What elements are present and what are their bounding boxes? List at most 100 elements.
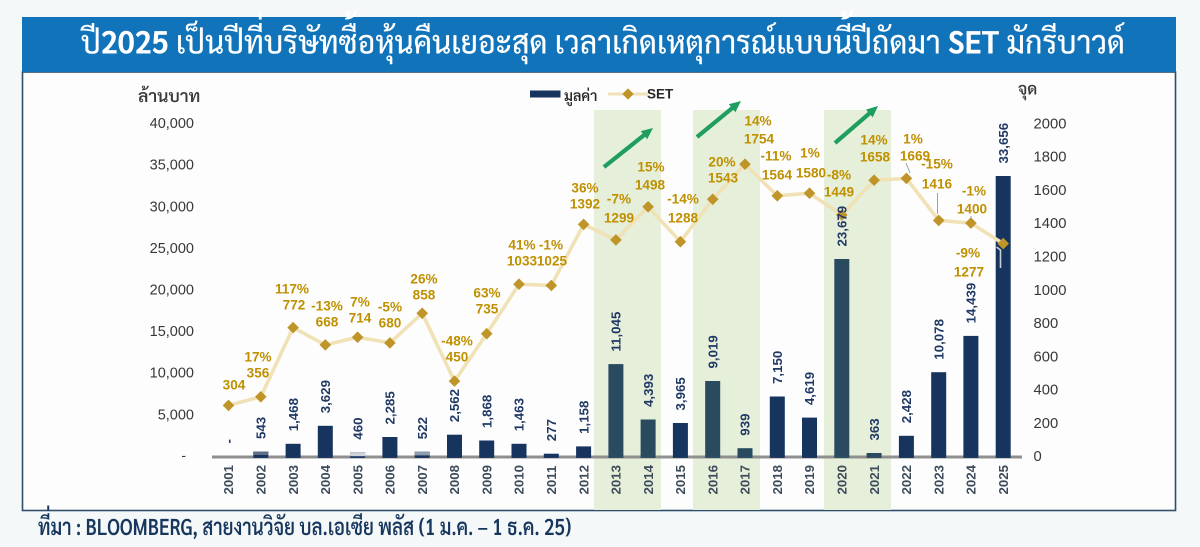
svg-text:1392: 1392 [570, 197, 601, 212]
svg-text:1%: 1% [903, 132, 923, 147]
svg-text:17%: 17% [244, 350, 271, 365]
svg-text:14,439: 14,439 [964, 283, 979, 324]
svg-text:-15%: -15% [921, 157, 953, 172]
svg-text:2003: 2003 [286, 465, 301, 495]
svg-text:-14%: -14% [667, 192, 699, 207]
svg-text:2010: 2010 [512, 465, 527, 495]
svg-text:2000: 2000 [1034, 116, 1067, 132]
svg-text:1800: 1800 [1034, 150, 1067, 166]
svg-text:2022: 2022 [899, 465, 914, 495]
svg-text:10,078: 10,078 [931, 319, 946, 360]
svg-text:-13%: -13% [311, 299, 343, 314]
svg-text:7%: 7% [350, 295, 370, 310]
svg-text:33,656: 33,656 [996, 123, 1011, 164]
svg-text:15,000: 15,000 [150, 324, 194, 340]
svg-text:304: 304 [223, 378, 246, 393]
svg-text:10,000: 10,000 [150, 366, 194, 382]
svg-text:1498: 1498 [635, 178, 666, 193]
svg-text:2019: 2019 [802, 465, 817, 495]
svg-text:1033: 1033 [507, 254, 538, 269]
svg-text:356: 356 [247, 366, 270, 381]
svg-text:1600: 1600 [1034, 183, 1067, 199]
svg-text:1,463: 1,463 [512, 398, 527, 431]
svg-text:2,562: 2,562 [447, 389, 462, 422]
svg-text:36%: 36% [571, 181, 598, 196]
svg-text:-: - [181, 447, 186, 463]
svg-text:714: 714 [349, 311, 372, 326]
svg-text:2006: 2006 [383, 465, 398, 495]
svg-text:400: 400 [1034, 383, 1059, 399]
svg-text:-11%: -11% [761, 149, 792, 164]
svg-text:7,150: 7,150 [770, 351, 785, 384]
svg-text:14%: 14% [744, 114, 771, 129]
svg-text:2007: 2007 [415, 465, 430, 495]
svg-text:2016: 2016 [705, 465, 720, 495]
svg-text:800: 800 [1034, 316, 1059, 332]
svg-text:2002: 2002 [253, 465, 268, 495]
svg-text:63%: 63% [473, 286, 500, 301]
svg-text:735: 735 [476, 302, 499, 317]
svg-text:3,629: 3,629 [318, 380, 333, 413]
svg-text:939: 939 [738, 414, 753, 436]
svg-text:SET: SET [647, 87, 674, 102]
svg-text:600: 600 [1034, 349, 1059, 365]
svg-text:1288: 1288 [668, 211, 699, 226]
svg-text:2001: 2001 [221, 464, 236, 494]
svg-text:1416: 1416 [922, 177, 953, 192]
svg-text:40,000: 40,000 [150, 116, 194, 132]
svg-text:9,019: 9,019 [705, 335, 720, 368]
svg-text:543: 543 [253, 417, 268, 439]
svg-text:522: 522 [415, 417, 430, 439]
svg-text:2008: 2008 [447, 465, 462, 495]
svg-text:35,000: 35,000 [150, 158, 194, 174]
svg-text:15%: 15% [637, 160, 664, 175]
svg-text:1,468: 1,468 [286, 398, 301, 431]
svg-text:2018: 2018 [770, 465, 785, 495]
svg-text:0: 0 [1034, 449, 1042, 465]
svg-text:1200: 1200 [1034, 250, 1067, 266]
svg-text:2009: 2009 [479, 465, 494, 495]
svg-text:-9%: -9% [956, 246, 980, 261]
svg-text:41%: 41% [508, 238, 535, 253]
svg-text:450: 450 [446, 350, 469, 365]
svg-text:-: - [221, 439, 236, 443]
svg-text:5,000: 5,000 [158, 407, 194, 423]
svg-text:2011: 2011 [544, 465, 559, 494]
svg-text:1,158: 1,158 [576, 401, 591, 434]
svg-text:2023: 2023 [931, 465, 946, 495]
svg-text:1,868: 1,868 [479, 395, 494, 428]
svg-text:-8%: -8% [827, 168, 851, 183]
svg-text:-48%: -48% [441, 334, 473, 349]
svg-text:11,045: 11,045 [609, 311, 624, 352]
svg-text:2014: 2014 [641, 464, 656, 494]
svg-text:1543: 1543 [708, 171, 739, 186]
svg-text:858: 858 [413, 288, 436, 303]
svg-text:14%: 14% [860, 133, 887, 148]
svg-text:772: 772 [283, 298, 306, 313]
svg-text:680: 680 [379, 316, 402, 331]
svg-text:2,428: 2,428 [899, 390, 914, 423]
svg-text:-1%: -1% [539, 238, 563, 253]
svg-text:1564: 1564 [762, 168, 793, 183]
svg-text:1400: 1400 [1034, 216, 1067, 232]
svg-text:2,285: 2,285 [383, 391, 398, 425]
svg-text:1025: 1025 [537, 254, 568, 269]
svg-text:1000: 1000 [1034, 283, 1067, 299]
svg-text:668: 668 [316, 315, 339, 330]
svg-text:2017: 2017 [738, 465, 753, 495]
svg-text:2021: 2021 [867, 464, 882, 494]
svg-text:200: 200 [1034, 416, 1059, 432]
svg-text:20%: 20% [708, 155, 735, 170]
svg-text:1%: 1% [800, 146, 820, 161]
svg-text:1669: 1669 [900, 149, 931, 164]
svg-text:4,393: 4,393 [641, 374, 656, 407]
svg-text:2013: 2013 [609, 465, 624, 495]
svg-text:1277: 1277 [954, 265, 984, 280]
svg-text:2025: 2025 [996, 464, 1011, 494]
svg-text:1299: 1299 [604, 211, 635, 226]
svg-text:23,679: 23,679 [835, 206, 850, 247]
svg-text:-1%: -1% [962, 184, 986, 199]
svg-text:2004: 2004 [318, 464, 333, 494]
svg-text:30,000: 30,000 [150, 199, 194, 215]
svg-text:2015: 2015 [673, 464, 688, 494]
